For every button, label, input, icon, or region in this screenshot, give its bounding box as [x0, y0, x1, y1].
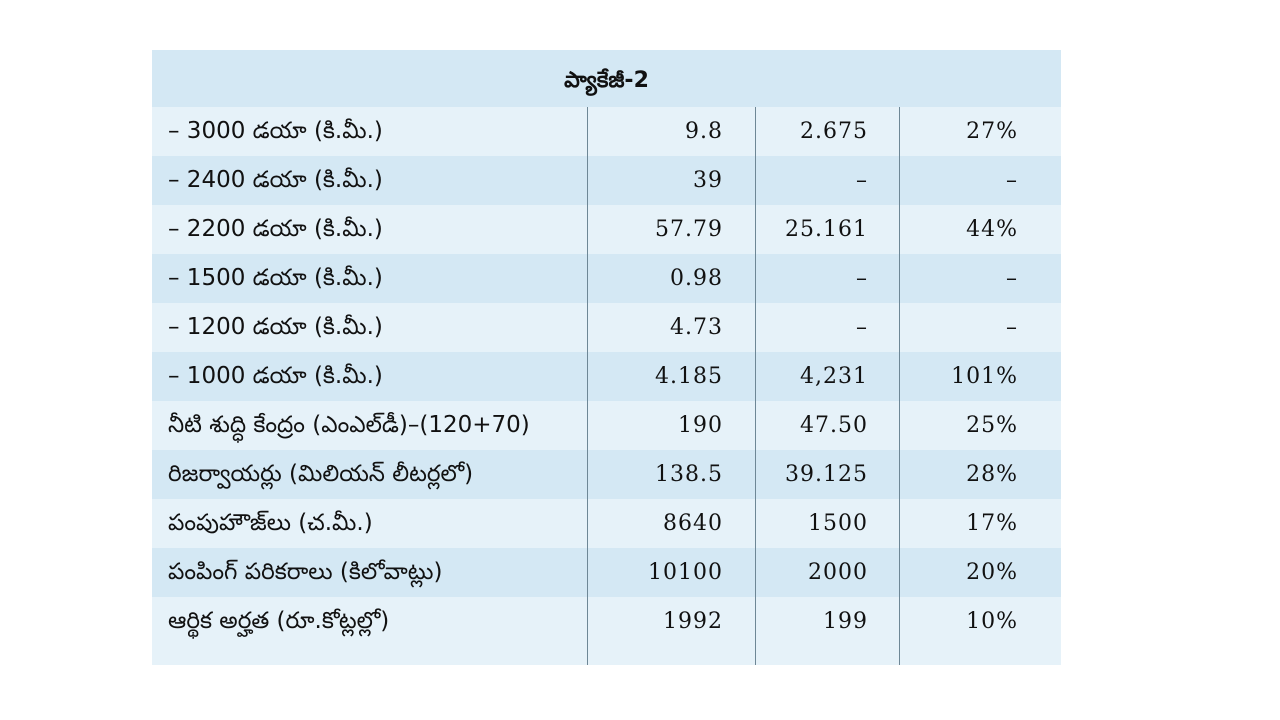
- table-row: రిజర్వాయర్లు (మిలియన్ లీటర్లలో) 138.5 39…: [152, 450, 1061, 499]
- row-value-1: 138.5: [655, 462, 723, 487]
- table-row: నీటి శుద్ధి కేంద్రం (ఎంఎల్‌డీ)–(120+70) …: [152, 401, 1061, 450]
- row-value-2: –: [856, 168, 868, 193]
- row-value-1: 9.8: [685, 119, 723, 144]
- table-row: – 1200 డయా (కి.మీ.) 4.73 – –: [152, 303, 1061, 352]
- table-row: – 1500 డయా (కి.మీ.) 0.98 – –: [152, 254, 1061, 303]
- row-value-1: 4.73: [670, 315, 723, 340]
- row-label: నీటి శుద్ధి కేంద్రం (ఎంఎల్‌డీ)–(120+70): [168, 412, 530, 438]
- row-value-2: 2000: [808, 560, 868, 585]
- row-label: – 2400 డయా (కి.మీ.): [168, 167, 383, 193]
- row-value-2: 47.50: [800, 413, 868, 438]
- row-value-1: 57.79: [655, 217, 723, 242]
- table-row: – 2200 డయా (కి.మీ.) 57.79 25.161 44%: [152, 205, 1061, 254]
- row-value-3: 44%: [966, 217, 1018, 242]
- row-value-2: –: [856, 315, 868, 340]
- table-title: ప్యాకేజీ-2: [152, 50, 1061, 107]
- row-value-3: 101%: [951, 364, 1018, 389]
- table-row: – 2400 డయా (కి.మీ.) 39 – –: [152, 156, 1061, 205]
- row-label: పంపుహౌజ్‌లు (చ.మీ.): [168, 510, 373, 536]
- row-label: – 1200 డయా (కి.మీ.): [168, 314, 383, 340]
- row-label: – 1000 డయా (కి.మీ.): [168, 363, 383, 389]
- row-value-2: 2.675: [800, 119, 868, 144]
- row-value-2: 1500: [808, 511, 868, 536]
- row-label: – 1500 డయా (కి.మీ.): [168, 265, 383, 291]
- row-value-1: 4.185: [655, 364, 723, 389]
- row-value-3: 10%: [966, 609, 1018, 634]
- column-divider: [899, 107, 900, 665]
- row-value-2: 199: [823, 609, 868, 634]
- row-value-3: 28%: [966, 462, 1018, 487]
- row-value-3: –: [1006, 315, 1018, 340]
- row-value-1: 1992: [663, 609, 723, 634]
- table-footer-strip: [152, 646, 1061, 665]
- row-value-3: 20%: [966, 560, 1018, 585]
- row-label: – 2200 డయా (కి.మీ.): [168, 216, 383, 242]
- table-row: – 1000 డయా (కి.మీ.) 4.185 4,231 101%: [152, 352, 1061, 401]
- column-divider: [755, 107, 756, 665]
- row-value-3: 25%: [966, 413, 1018, 438]
- row-value-2: 25.161: [785, 217, 868, 242]
- table-row: పంపుహౌజ్‌లు (చ.మీ.) 8640 1500 17%: [152, 499, 1061, 548]
- row-value-3: –: [1006, 266, 1018, 291]
- table-row: పంపింగ్ పరికరాలు (కిలోవాట్లు) 10100 2000…: [152, 548, 1061, 597]
- table-row: ఆర్థిక అర్హత (రూ.కోట్లల్లో) 1992 199 10%: [152, 597, 1061, 646]
- row-value-1: 39: [693, 168, 723, 193]
- row-label: ఆర్థిక అర్హత (రూ.కోట్లల్లో): [168, 608, 390, 634]
- table-body: – 3000 డయా (కి.మీ.) 9.8 2.675 27% – 2400…: [152, 107, 1061, 646]
- column-divider: [587, 107, 588, 665]
- row-value-1: 190: [678, 413, 723, 438]
- row-value-2: –: [856, 266, 868, 291]
- row-value-1: 0.98: [670, 266, 723, 291]
- row-value-3: 27%: [966, 119, 1018, 144]
- row-value-3: –: [1006, 168, 1018, 193]
- row-value-1: 10100: [648, 560, 723, 585]
- data-table: ప్యాకేజీ-2 – 3000 డయా (కి.మీ.) 9.8 2.675…: [152, 50, 1061, 665]
- table-row: – 3000 డయా (కి.మీ.) 9.8 2.675 27%: [152, 107, 1061, 156]
- row-value-1: 8640: [663, 511, 723, 536]
- row-value-2: 4,231: [800, 364, 868, 389]
- row-label: పంపింగ్ పరికరాలు (కిలోవాట్లు): [168, 559, 443, 585]
- row-value-2: 39.125: [785, 462, 868, 487]
- row-value-3: 17%: [966, 511, 1018, 536]
- row-label: – 3000 డయా (కి.మీ.): [168, 118, 383, 144]
- row-label: రిజర్వాయర్లు (మిలియన్ లీటర్లలో): [168, 461, 474, 487]
